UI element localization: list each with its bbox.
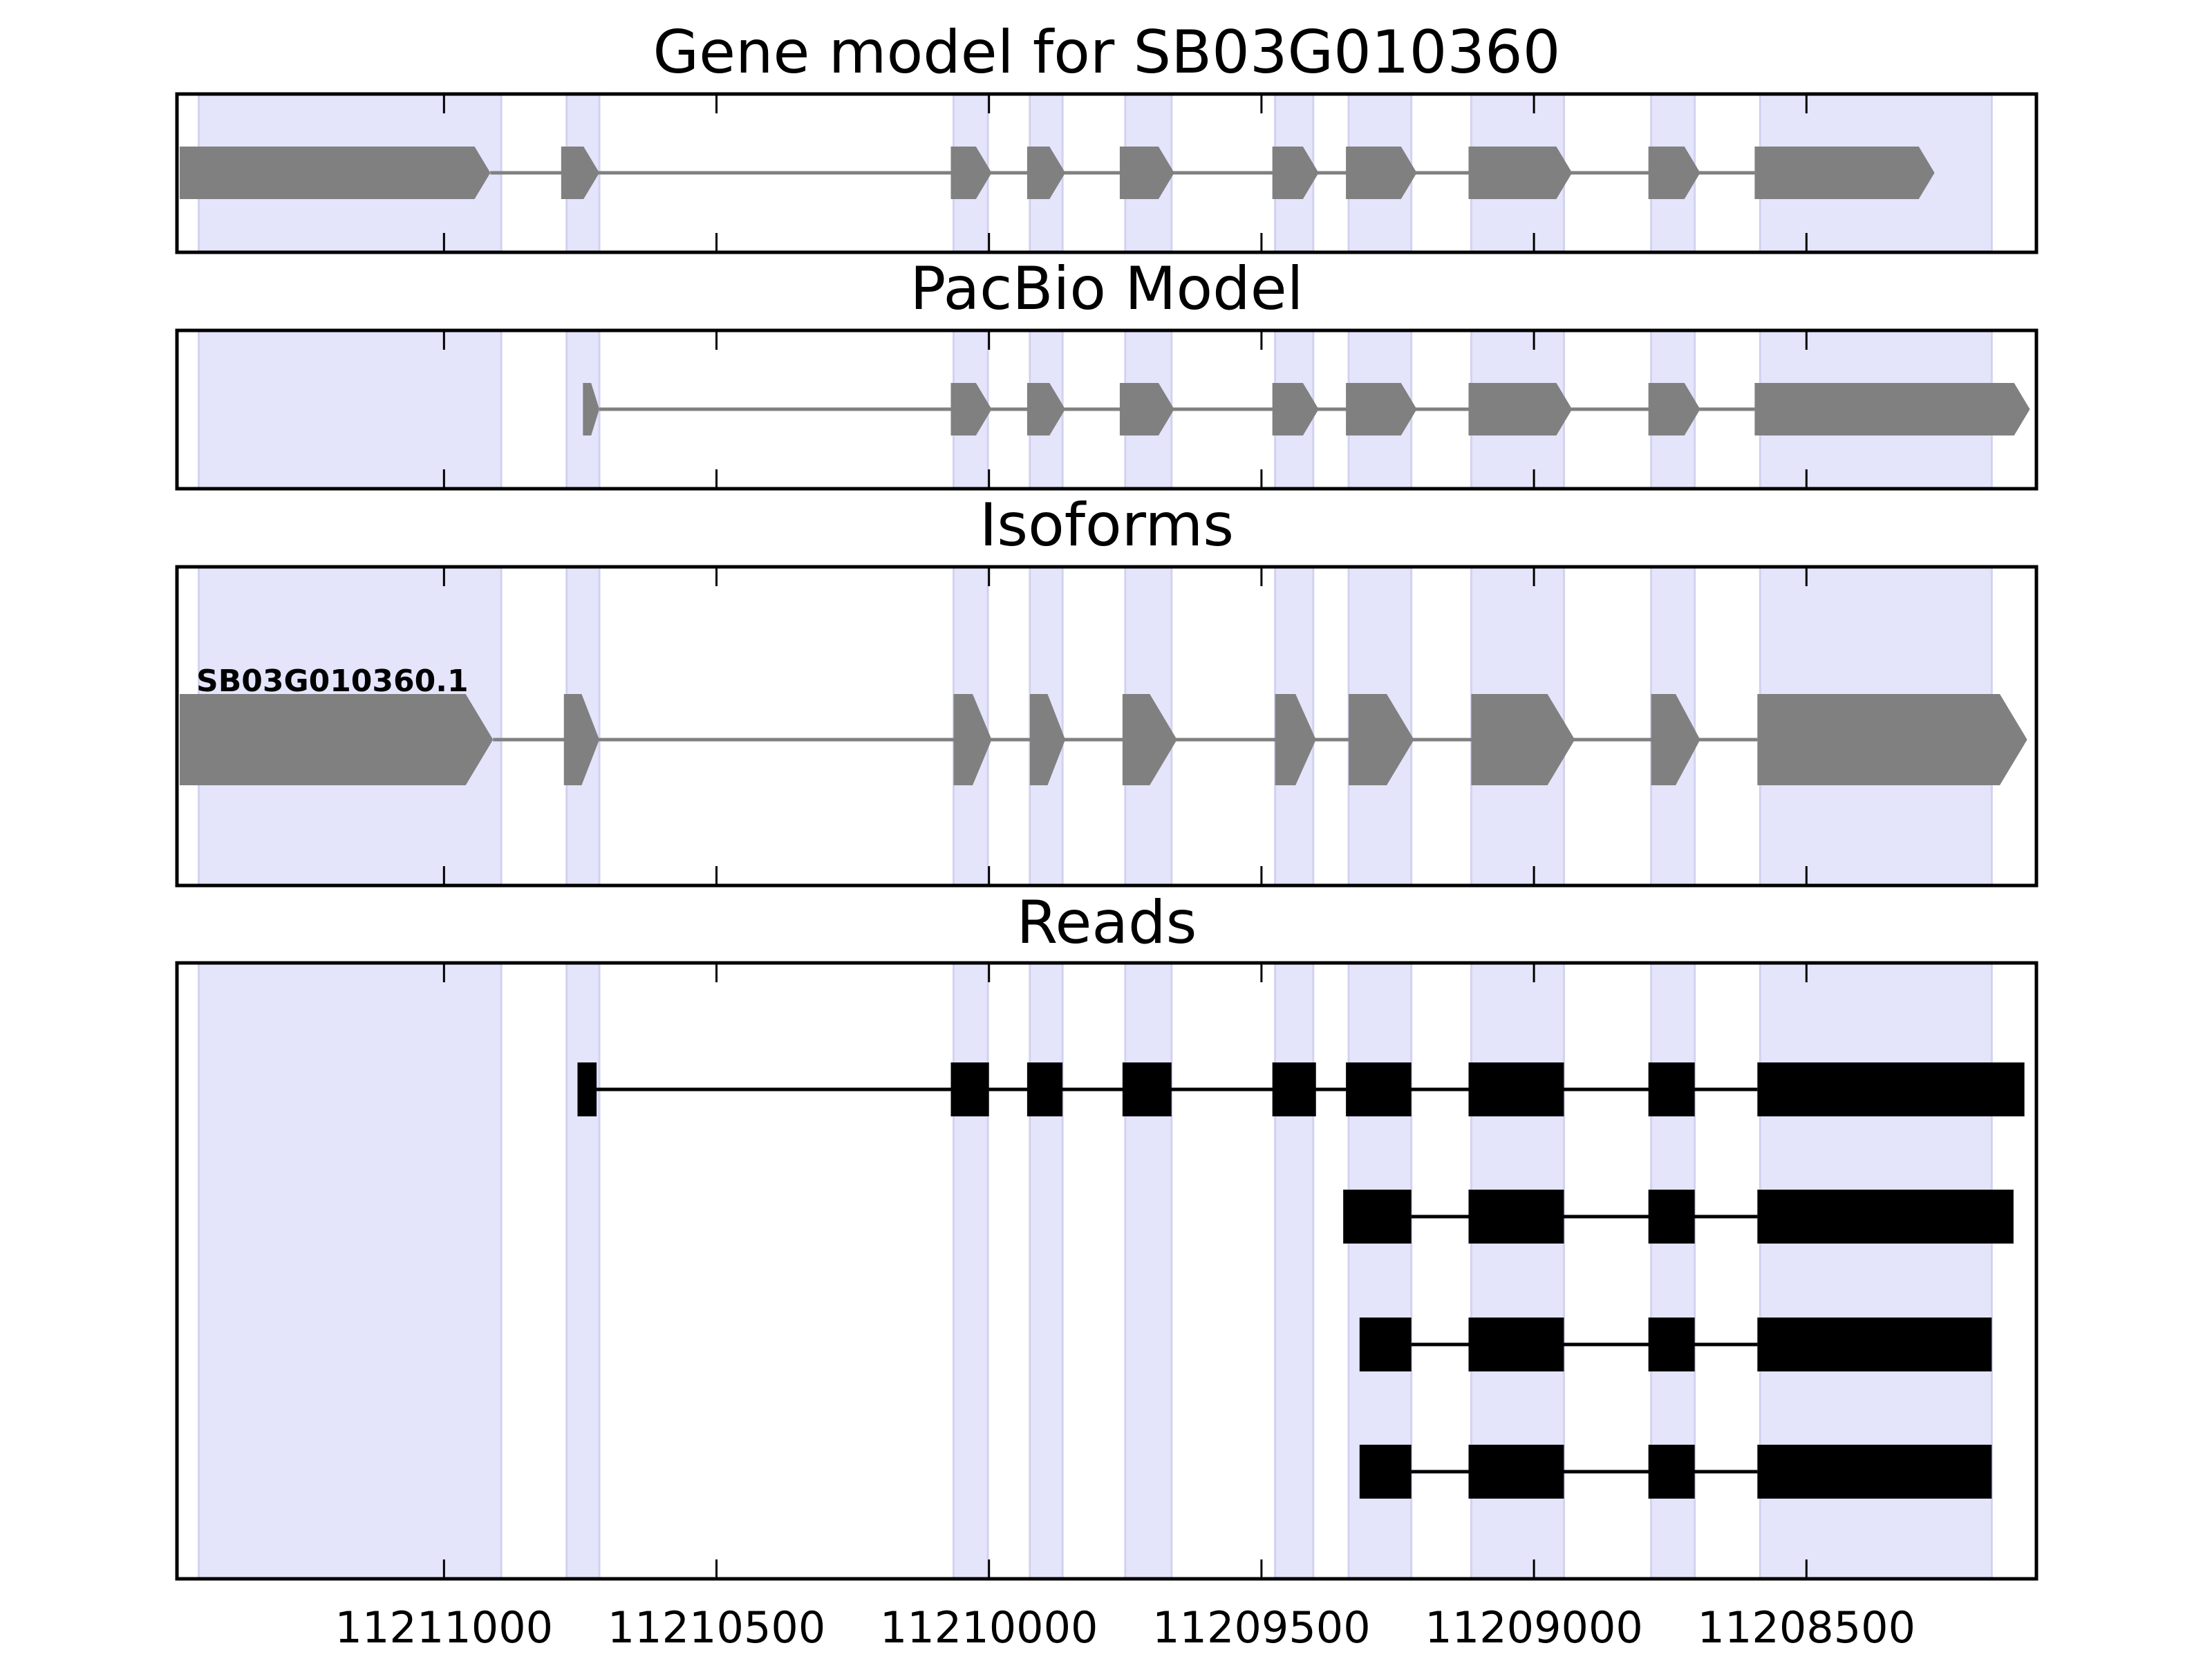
read-2-exon <box>1343 1190 1412 1244</box>
read-4-exon <box>1648 1445 1695 1499</box>
isoforms-panel-frame <box>175 565 2038 888</box>
pacbio-model-exon <box>1754 383 2030 435</box>
pacbio-model-exon <box>1468 383 1573 435</box>
gene-model-exon <box>561 147 600 199</box>
pacbio-model-panel-title: PacBio Model <box>910 254 1303 324</box>
x-tick-label: 11208500 <box>1698 1602 1916 1653</box>
isoforms-exon <box>1349 694 1414 785</box>
gene-model-panel-title: Gene model for SB03G010360 <box>653 18 1561 87</box>
isoforms-exon <box>1029 694 1066 785</box>
gene-model-exon <box>1648 147 1700 199</box>
gene-model-panel: Gene model for SB03G010360 <box>175 18 2038 254</box>
isoforms-exon <box>953 694 992 785</box>
read-3-exon <box>1648 1318 1695 1371</box>
x-tick-label: 11209500 <box>1152 1602 1371 1653</box>
read-2-exon <box>1648 1190 1695 1244</box>
isoforms-exon <box>1275 694 1316 785</box>
read-1-exon <box>1757 1062 2025 1116</box>
reads-highlight-region <box>198 962 503 1580</box>
read-1-exon <box>1122 1062 1172 1116</box>
read-2-exon <box>1468 1190 1564 1244</box>
pacbio-model-exon <box>1272 383 1319 435</box>
reads-highlight-region <box>1274 962 1315 1580</box>
pacbio-model-exon <box>950 383 992 435</box>
x-axis-tick-labels: 11211000 11210500 11210000 11209500 11209000… <box>335 1602 1916 1653</box>
pacbio-model-exon <box>1346 383 1417 435</box>
read-1-exon <box>1468 1062 1564 1116</box>
read-1-exon <box>950 1062 989 1116</box>
read-3-exon <box>1757 1318 1992 1371</box>
isoforms-exon <box>1471 694 1575 785</box>
read-1-exon <box>577 1062 597 1116</box>
gene-model-exon <box>1119 147 1174 199</box>
isoforms-exon <box>1651 694 1700 785</box>
isoforms-exon <box>1122 694 1177 785</box>
read-4-exon <box>1468 1445 1564 1499</box>
gene-model-exon <box>1272 147 1319 199</box>
gene-model-exon <box>1754 147 1935 199</box>
x-tick-label: 11210000 <box>880 1602 1098 1653</box>
pacbio-model-panel-frame <box>175 328 2038 491</box>
gene-model-exon <box>1468 147 1573 199</box>
reads-highlight-region <box>565 962 601 1580</box>
reads-panel-frame <box>175 961 2038 1581</box>
isoforms-exon <box>179 694 494 785</box>
read-4-exon <box>1359 1445 1412 1499</box>
isoforms-exon <box>563 694 600 785</box>
isoforms-panel: Isoforms SB03G010360.1 <box>175 491 2038 888</box>
read-2-exon <box>1757 1190 2014 1244</box>
gene-model-exon <box>179 147 491 199</box>
reads-panel: Reads <box>175 888 2038 1581</box>
read-1-exon <box>1272 1062 1316 1116</box>
pacbio-model-exon <box>1648 383 1700 435</box>
pacbio-model-exon <box>1119 383 1174 435</box>
reads-highlight-region <box>952 962 989 1580</box>
x-tick-label: 11211000 <box>335 1602 554 1653</box>
isoforms-exon <box>1757 694 2027 785</box>
pacbio-model-panel: PacBio Model <box>175 254 2038 491</box>
read-1-exon <box>1346 1062 1412 1116</box>
gene-model-panel-frame <box>175 92 2038 254</box>
gene-model-exon <box>1027 147 1066 199</box>
read-4-exon <box>1757 1445 1992 1499</box>
read-3-exon <box>1468 1318 1564 1371</box>
reads-highlight-region <box>1029 962 1064 1580</box>
read-1-exon <box>1027 1062 1063 1116</box>
gene-model-exon <box>1346 147 1417 199</box>
read-3-exon <box>1359 1318 1412 1371</box>
reads-panel-title: Reads <box>1017 888 1197 957</box>
pacbio-model-exon <box>1027 383 1066 435</box>
x-tick-label: 11209000 <box>1425 1602 1643 1653</box>
isoforms-panel-title: Isoforms <box>980 491 1234 560</box>
x-tick-label: 11210500 <box>608 1602 826 1653</box>
read-1-exon <box>1648 1062 1695 1116</box>
isoform-label: SB03G010360.1 <box>196 664 469 699</box>
reads-highlight-region <box>1124 962 1173 1580</box>
pacbio-model-highlight-region <box>198 329 503 490</box>
gene-model-exon <box>950 147 992 199</box>
pacbio-model-exon <box>583 383 600 435</box>
